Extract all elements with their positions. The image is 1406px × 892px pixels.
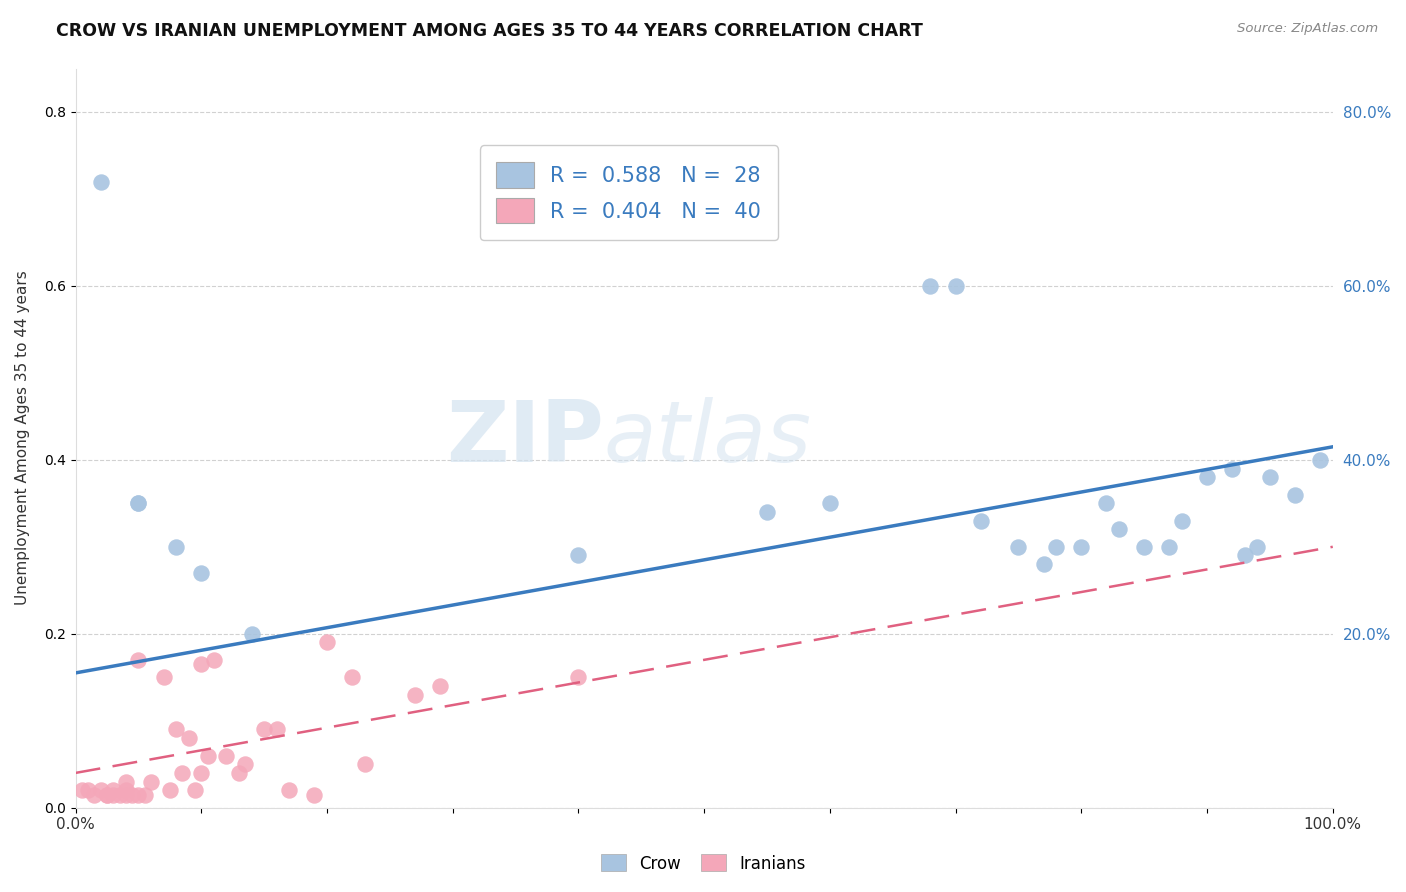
Point [96, 788, 118, 802]
Point [134, 788, 156, 802]
Point [159, 783, 181, 797]
Point [1070, 540, 1092, 554]
Point [304, 788, 326, 802]
Point [127, 653, 149, 667]
Point [1045, 540, 1067, 554]
Point [567, 670, 589, 684]
Y-axis label: Unemployment Among Ages 35 to 44 years: Unemployment Among Ages 35 to 44 years [15, 271, 30, 606]
Point [756, 505, 779, 519]
Point [818, 496, 841, 510]
Point [70, 783, 93, 797]
Point [197, 748, 219, 763]
Legend: Crow, Iranians: Crow, Iranians [593, 847, 813, 880]
Point [121, 788, 143, 802]
Point [1032, 558, 1054, 572]
Point [103, 783, 125, 797]
Point [152, 670, 174, 684]
Point [1133, 540, 1156, 554]
Point [240, 626, 263, 640]
Point [567, 549, 589, 563]
Point [215, 748, 238, 763]
Point [404, 688, 426, 702]
Point [108, 788, 131, 802]
Point [184, 783, 207, 797]
Point [1284, 488, 1306, 502]
Point [190, 765, 212, 780]
Point [1309, 453, 1331, 467]
Point [190, 657, 212, 672]
Point [190, 566, 212, 580]
Point [920, 279, 942, 293]
Point [90, 175, 112, 189]
Text: ZIP: ZIP [446, 397, 603, 480]
Point [1171, 514, 1194, 528]
Point [1159, 540, 1181, 554]
Point [127, 496, 149, 510]
Point [202, 653, 225, 667]
Point [1108, 523, 1130, 537]
Point [139, 774, 162, 789]
Point [1095, 496, 1118, 510]
Point [1258, 470, 1281, 484]
Point [165, 723, 187, 737]
Point [165, 540, 187, 554]
Point [115, 783, 138, 797]
Point [90, 783, 112, 797]
Point [83, 788, 105, 802]
Point [77, 783, 100, 797]
Point [1220, 461, 1243, 475]
Point [233, 757, 256, 772]
Point [177, 731, 200, 745]
Point [96, 788, 118, 802]
Point [228, 765, 250, 780]
Point [353, 757, 375, 772]
Point [115, 788, 138, 802]
Point [278, 783, 301, 797]
Point [103, 788, 125, 802]
Point [1233, 549, 1256, 563]
Point [115, 774, 138, 789]
Point [316, 635, 339, 649]
Text: CROW VS IRANIAN UNEMPLOYMENT AMONG AGES 35 TO 44 YEARS CORRELATION CHART: CROW VS IRANIAN UNEMPLOYMENT AMONG AGES … [56, 22, 924, 40]
Text: Source: ZipAtlas.com: Source: ZipAtlas.com [1237, 22, 1378, 36]
Point [253, 723, 276, 737]
Point [1007, 540, 1029, 554]
Legend: R =  0.588   N =  28, R =  0.404   N =  40: R = 0.588 N = 28, R = 0.404 N = 40 [479, 145, 778, 240]
Point [172, 765, 194, 780]
Point [340, 670, 363, 684]
Point [1197, 470, 1219, 484]
Point [429, 679, 451, 693]
Point [1246, 540, 1268, 554]
Point [127, 496, 149, 510]
Point [945, 279, 967, 293]
Point [970, 514, 993, 528]
Point [266, 723, 288, 737]
Text: atlas: atlas [603, 397, 811, 480]
Point [127, 788, 149, 802]
